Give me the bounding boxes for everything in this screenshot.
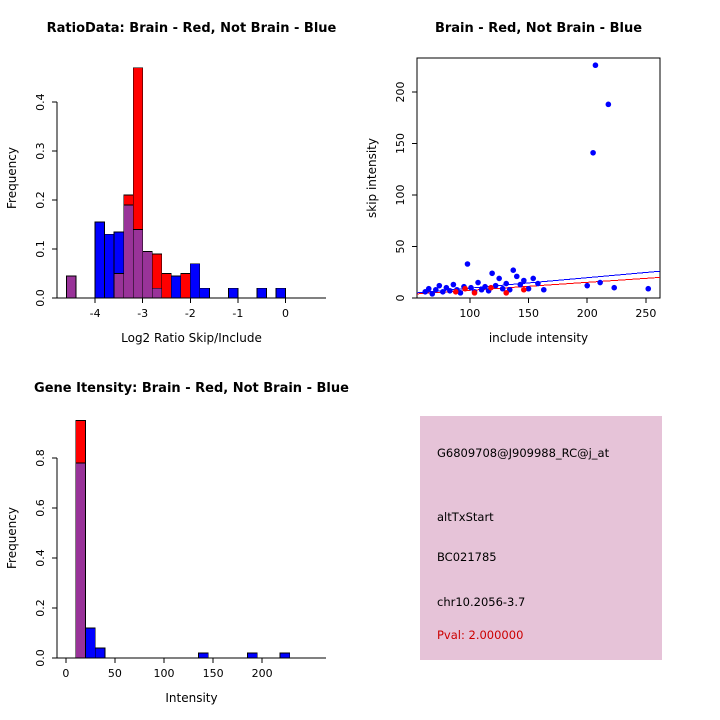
svg-text:-4: -4 <box>90 307 101 320</box>
svg-text:0.2: 0.2 <box>34 191 47 209</box>
svg-text:-2: -2 <box>185 307 196 320</box>
svg-text:0.2: 0.2 <box>34 599 47 617</box>
svg-text:0: 0 <box>62 667 69 680</box>
svg-text:0.0: 0.0 <box>34 649 47 667</box>
chart-title: RatioData: Brain - Red, Not Brain - Blue <box>47 21 337 36</box>
svg-text:include intensity: include intensity <box>489 331 588 345</box>
svg-text:0.0: 0.0 <box>34 289 47 307</box>
svg-text:150: 150 <box>394 133 407 154</box>
y-axis: 0 50 100 150 200 skip intensity <box>365 81 418 302</box>
svg-text:200: 200 <box>394 81 407 102</box>
gene-accession: BC021785 <box>437 550 497 564</box>
svg-text:200: 200 <box>252 667 273 680</box>
svg-text:0.4: 0.4 <box>34 549 47 567</box>
y-axis: 0.0 0.2 0.4 0.6 0.8 Frequency <box>5 449 58 667</box>
svg-text:50: 50 <box>394 239 407 253</box>
svg-text:0: 0 <box>282 307 289 320</box>
x-axis: 0 50 100 150 200 Intensity <box>57 657 326 705</box>
gene-event-type: altTxStart <box>437 510 494 524</box>
gene-probe-id: G6809708@J909988_RC@j_at <box>437 446 610 460</box>
svg-text:0.8: 0.8 <box>34 449 47 467</box>
points <box>422 62 652 297</box>
gene-intensity-panel: Gene Itensity: Brain - Red, Not Brain - … <box>0 360 360 720</box>
svg-text:Frequency: Frequency <box>5 507 19 569</box>
svg-text:200: 200 <box>577 307 598 320</box>
svg-text:Gene Itensity: Brain - Red, No: Gene Itensity: Brain - Red, Not Brain - … <box>34 381 349 396</box>
svg-text:150: 150 <box>203 667 224 680</box>
svg-text:0.6: 0.6 <box>34 499 47 517</box>
gene-info-panel: G6809708@J909988_RC@j_at altTxStart BC02… <box>360 360 720 720</box>
histogram-bars <box>75 420 291 659</box>
svg-text:0.1: 0.1 <box>34 240 47 257</box>
svg-text:100: 100 <box>459 307 480 320</box>
svg-text:RatioData: Brain - Red, Not Br: RatioData: Brain - Red, Not Brain - Blue <box>47 21 337 36</box>
svg-text:skip intensity: skip intensity <box>365 138 379 218</box>
svg-text:0: 0 <box>394 295 407 302</box>
chart-title: Brain - Red, Not Brain - Blue <box>435 21 642 36</box>
svg-text:Brain - Red, Not Brain - Blue: Brain - Red, Not Brain - Blue <box>435 21 642 36</box>
plot-box <box>416 57 661 299</box>
chart-title: Gene Itensity: Brain - Red, Not Brain - … <box>34 381 349 396</box>
svg-text:50: 50 <box>108 667 122 680</box>
svg-text:0.3: 0.3 <box>34 142 47 160</box>
gene-info-box: G6809708@J909988_RC@j_at altTxStart BC02… <box>420 416 662 660</box>
svg-text:250: 250 <box>635 307 656 320</box>
ratio-histogram-panel: RatioData: Brain - Red, Not Brain - Blue… <box>0 0 360 360</box>
gene-pval: Pval: 2.000000 <box>437 628 524 642</box>
gene-location: chr10.2056-3.7 <box>437 595 526 609</box>
x-axis: -4 -3 -2 -1 0 Log2 Ratio Skip/Include <box>57 297 326 345</box>
svg-text:100: 100 <box>394 184 407 205</box>
ratio-histogram-chart: RatioData: Brain - Red, Not Brain - Blue… <box>5 21 337 345</box>
svg-text:Intensity: Intensity <box>165 691 217 705</box>
histogram-bars <box>66 67 286 299</box>
svg-text:-1: -1 <box>232 307 243 320</box>
intensity-scatter-panel: Brain - Red, Not Brain - Blue 100 150 200 25… <box>360 0 720 360</box>
svg-text:100: 100 <box>154 667 175 680</box>
svg-text:Log2 Ratio Skip/Include: Log2 Ratio Skip/Include <box>121 331 262 345</box>
svg-text:150: 150 <box>518 307 539 320</box>
intensity-scatter-chart: Brain - Red, Not Brain - Blue 100 150 200 25… <box>365 21 661 345</box>
svg-text:0.4: 0.4 <box>34 93 47 111</box>
y-axis: 0.0 0.1 0.2 0.3 0.4 Frequency <box>5 93 58 307</box>
x-axis: 100 150 200 250 include intensity <box>417 297 660 345</box>
gene-intensity-chart: Gene Itensity: Brain - Red, Not Brain - … <box>5 381 349 705</box>
svg-text:-3: -3 <box>137 307 148 320</box>
svg-text:Frequency: Frequency <box>5 147 19 209</box>
